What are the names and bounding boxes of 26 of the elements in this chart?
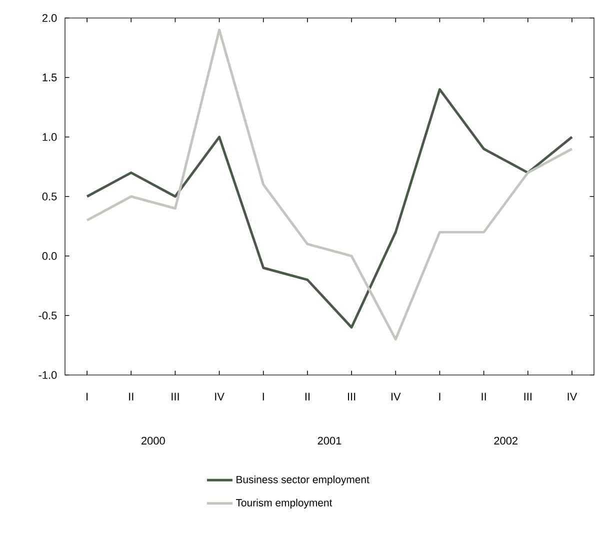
x-tick-label: IV xyxy=(391,392,401,400)
line-series xyxy=(86,88,574,329)
y-tick-label: -0.5 xyxy=(38,312,57,320)
y-tick-label: -1.0 xyxy=(38,371,57,379)
x-tick-label: II xyxy=(482,392,486,400)
x-tick-label: I xyxy=(439,392,440,400)
y-tick-label: 2.0 xyxy=(42,14,57,22)
x-tick-label: I xyxy=(86,392,88,400)
y-tick-label: 1.5 xyxy=(42,74,57,82)
x-tick-label: III xyxy=(172,392,179,400)
text: 2000 xyxy=(142,436,165,445)
y-tick-label: 1.0 xyxy=(42,133,57,141)
y-tick-label: 0.0 xyxy=(42,252,57,260)
x-tick-label: III xyxy=(348,392,356,400)
x-tick-label: IV xyxy=(215,392,224,400)
x-tick-label: I xyxy=(262,392,264,400)
legend-label: Tourism employment xyxy=(236,498,332,509)
legend-label: Business sector employment xyxy=(236,476,370,486)
x-tick-label: III xyxy=(524,392,532,400)
x-tick-label: II xyxy=(129,392,134,400)
x-tick-label: IV xyxy=(568,392,578,400)
line-series xyxy=(86,28,574,341)
text: 2001 xyxy=(318,436,342,445)
y-tick-label: 0.5 xyxy=(42,192,57,200)
x-tick-label: II xyxy=(305,392,310,400)
text: 2002 xyxy=(494,436,518,445)
